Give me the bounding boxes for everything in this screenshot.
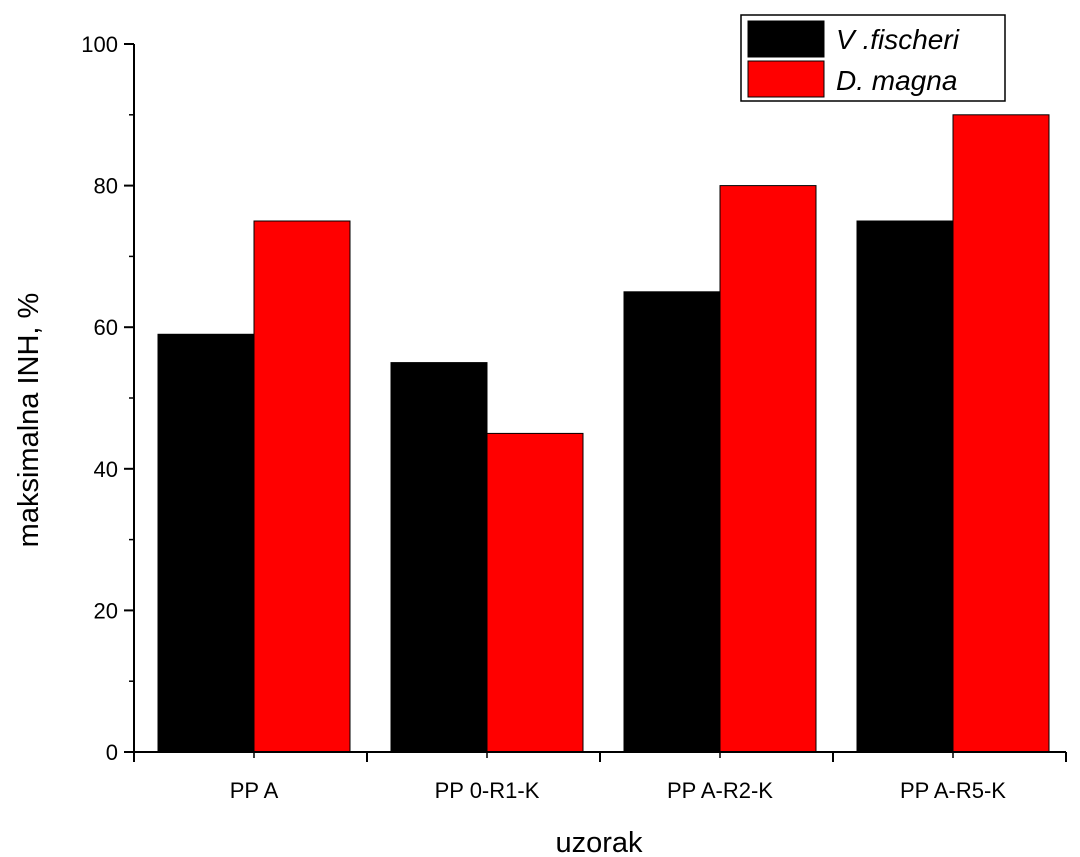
legend-swatch-v-fischeri: [747, 20, 825, 58]
x-axis-title: uzorak: [555, 827, 643, 857]
x-tick-label-pp-0-r1-k: PP 0-R1-K: [435, 778, 540, 803]
y-ticks: 0 20 40 60 80 100: [81, 32, 134, 765]
bar-v-fischeri-pp-a-r2-k: [623, 291, 721, 753]
y-tick-label: 20: [94, 598, 118, 623]
y-tick-label: 40: [94, 457, 118, 482]
legend: V .fischeri D. magna: [740, 14, 1006, 102]
legend-label-d-magna: D. magna: [836, 65, 957, 96]
bars-layer: [157, 114, 1050, 753]
bar-v-fischeri-pp-a-r5-k: [856, 220, 954, 753]
bar-d-magna-pp-0-r1-k: [486, 432, 584, 753]
legend-swatch-d-magna: [747, 60, 825, 98]
bar-d-magna-pp-a: [253, 220, 351, 753]
x-ticks: PP A PP 0-R1-K PP A-R2-K PP A-R5-K: [133, 752, 1067, 803]
bar-v-fischeri-pp-a: [157, 333, 255, 753]
y-tick-label: 80: [94, 174, 118, 199]
x-tick-label-pp-a: PP A: [230, 778, 279, 803]
legend-label-v-fischeri: V .fischeri: [836, 24, 960, 55]
x-tick-label-pp-a-r5-k: PP A-R5-K: [900, 778, 1006, 803]
x-tick-label-pp-a-r2-k: PP A-R2-K: [667, 778, 773, 803]
y-tick-label: 60: [94, 315, 118, 340]
y-tick-label: 0: [106, 740, 118, 765]
y-axis-title: maksimalna INH, %: [13, 293, 45, 548]
bar-d-magna-pp-a-r2-k: [719, 185, 817, 753]
bar-v-fischeri-pp-0-r1-k: [390, 362, 488, 753]
y-tick-label: 100: [81, 32, 118, 57]
bar-d-magna-pp-a-r5-k: [952, 114, 1050, 753]
